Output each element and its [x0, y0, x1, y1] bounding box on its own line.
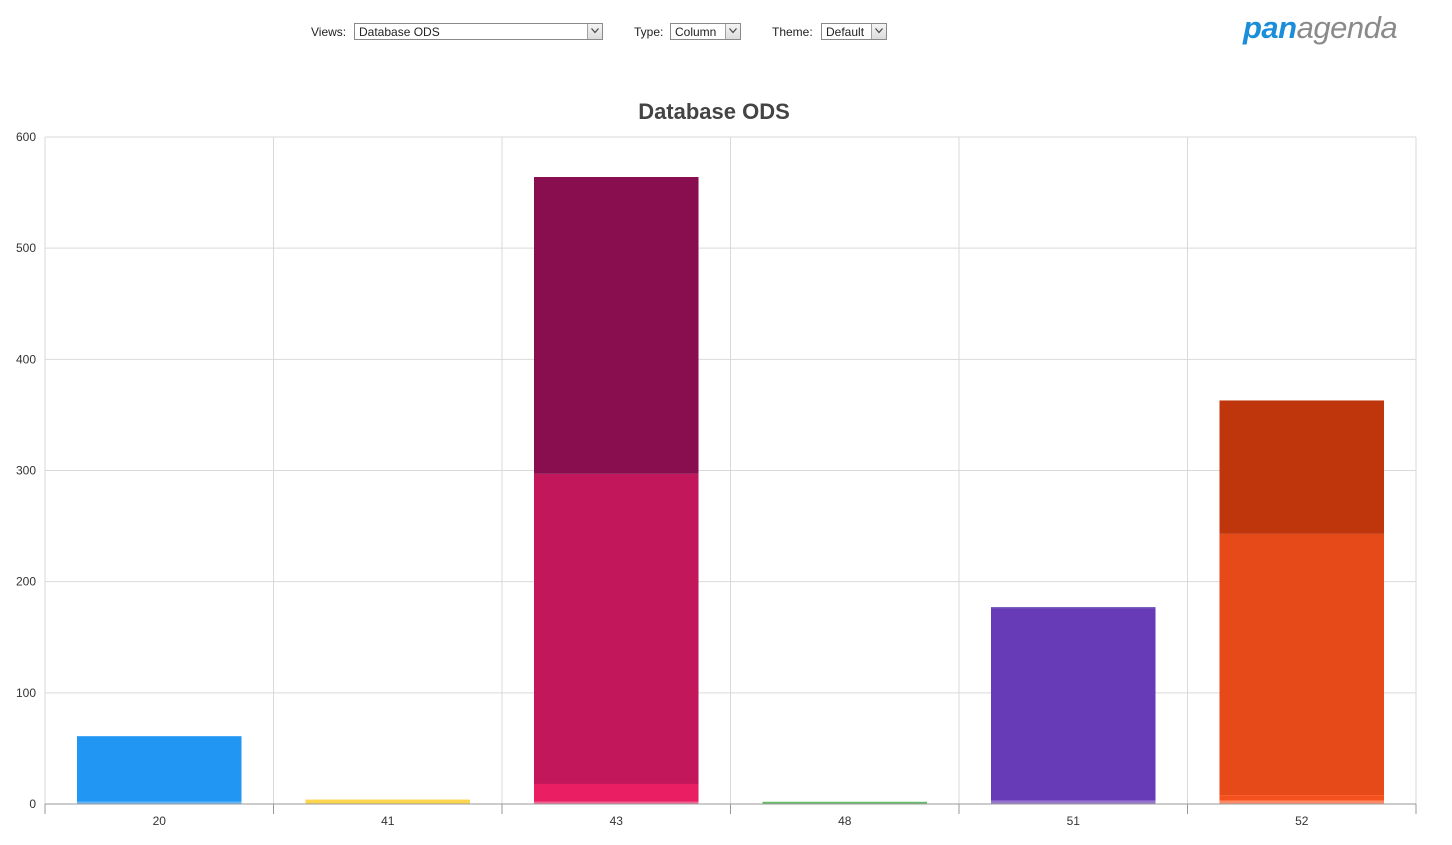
bar-segment — [762, 801, 928, 804]
bar-segment — [76, 736, 242, 802]
theme-select[interactable]: Default — [821, 23, 887, 40]
x-tick-label: 52 — [1295, 814, 1309, 828]
logo-part-pan: pan — [1243, 10, 1297, 45]
y-tick-label: 100 — [16, 686, 36, 700]
x-tick-label: 51 — [1067, 814, 1081, 828]
bar-segment — [990, 607, 1156, 609]
bar-segment — [1219, 400, 1385, 534]
type-select[interactable]: Column — [670, 23, 741, 40]
bar-segment — [533, 177, 699, 474]
views-select-value: Database ODS — [359, 25, 440, 39]
theme-label: Theme: — [772, 25, 813, 39]
x-tick-label: 20 — [153, 814, 167, 828]
panagenda-logo: panagenda — [1243, 10, 1398, 46]
bar-segment — [1219, 533, 1385, 796]
chart-title: Database ODS — [638, 99, 790, 124]
x-tick-label: 43 — [610, 814, 624, 828]
chevron-down-icon[interactable] — [871, 24, 886, 39]
bar-segment — [1219, 800, 1385, 804]
chevron-down-icon[interactable] — [587, 24, 602, 39]
bar-segment — [533, 801, 699, 804]
type-label: Type: — [634, 25, 664, 39]
bar-segment — [76, 801, 242, 804]
theme-select-value: Default — [826, 25, 865, 39]
column-chart: Database ODS 0 100 200 300 400 500 600 20 41 43 48… — [16, 99, 1417, 828]
views-label: Views: — [311, 25, 347, 39]
logo-part-agenda: agenda — [1296, 10, 1398, 45]
chart-axes: 0 100 200 300 400 500 600 20 41 43 48 51 52 — [16, 130, 1417, 828]
y-tick-label: 300 — [16, 464, 36, 478]
bar-segment — [305, 799, 471, 804]
bar-segment — [990, 608, 1156, 801]
chart-grid — [44, 136, 1417, 805]
bar-segment — [990, 800, 1156, 804]
x-tick-label: 48 — [838, 814, 852, 828]
views-select[interactable]: Database ODS — [354, 23, 603, 40]
bar-segment — [533, 783, 699, 802]
y-tick-label: 600 — [16, 130, 36, 144]
x-tick-label: 41 — [381, 814, 395, 828]
bar-segment — [533, 473, 699, 784]
chart-bars — [76, 177, 1385, 804]
y-tick-label: 0 — [29, 797, 36, 811]
y-tick-label: 400 — [16, 352, 36, 366]
bar-segment — [1219, 795, 1385, 801]
type-select-value: Column — [675, 25, 717, 39]
y-tick-label: 200 — [16, 575, 36, 589]
y-tick-label: 500 — [16, 241, 36, 255]
toolbar: Views: Database ODS Type: Column Theme: … — [0, 0, 1452, 60]
chevron-down-icon[interactable] — [725, 24, 740, 39]
